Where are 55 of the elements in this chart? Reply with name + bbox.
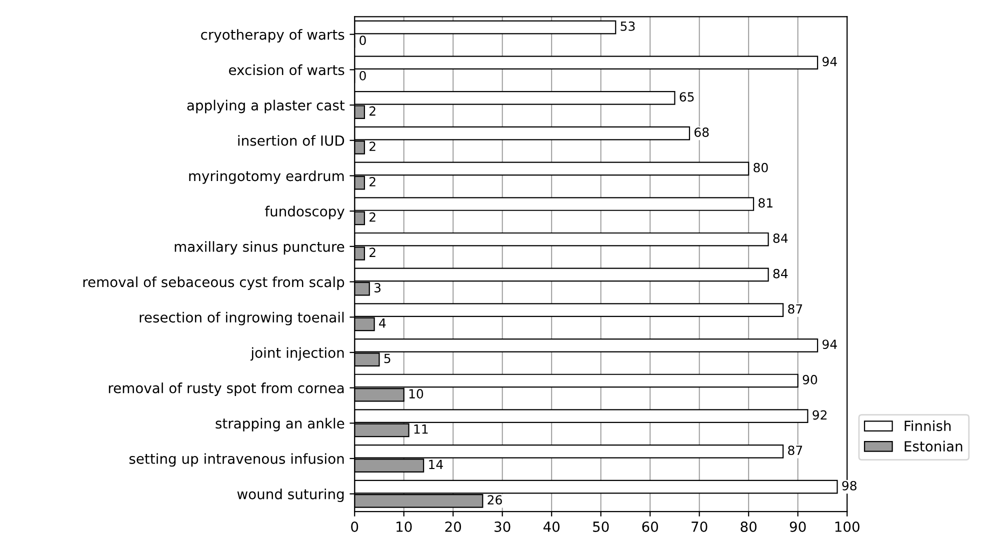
x-tick-label: 80 [740, 521, 757, 532]
y-tick-label: joint injection [250, 347, 344, 361]
data-label: 84 [773, 268, 788, 278]
x-tick-label: 20 [445, 521, 462, 532]
x-tick-label: 10 [396, 521, 412, 532]
data-label: 2 [370, 176, 376, 186]
data-label: 14 [429, 460, 443, 470]
data-label: 2 [370, 106, 376, 116]
data-label: 3 [374, 283, 380, 292]
y-tick-label: strapping an ankle [216, 418, 344, 432]
data-label: 68 [694, 127, 709, 137]
data-label: 2 [370, 248, 376, 257]
data-label: 53 [620, 21, 635, 31]
data-label: 2 [370, 212, 376, 222]
x-tick-label: 50 [593, 521, 609, 532]
x-tick-label: 0 [351, 521, 358, 532]
y-tick-label: resection of ingrowing toenail [140, 312, 344, 326]
data-label: 0 [360, 36, 366, 46]
y-tick-label: cryotherapy of warts [201, 29, 344, 43]
data-label: 84 [773, 234, 788, 243]
data-label: 87 [788, 304, 802, 314]
data-label: 98 [842, 480, 856, 490]
x-tick-label: 70 [692, 521, 708, 532]
x-tick-label: 100 [835, 521, 860, 532]
data-label: 10 [409, 389, 424, 399]
data-label: 94 [822, 340, 837, 350]
data-label: 0 [360, 70, 366, 80]
y-tick-label: wound suturing [237, 488, 344, 502]
data-label: 80 [754, 162, 768, 172]
y-tick-label: removal of rusty spot from cornea [108, 382, 344, 396]
data-label: 11 [414, 424, 428, 434]
y-tick-label: removal of sebaceous cyst from scalp [83, 276, 344, 290]
y-tick-label: fundoscopy [264, 206, 344, 220]
legend-label: Finnish [904, 420, 951, 432]
x-tick-label: 40 [543, 521, 560, 532]
legend-label: Estonian [904, 440, 962, 452]
y-tick-label: setting up intravenous infusion [129, 453, 344, 467]
data-label: 87 [788, 446, 802, 456]
data-label: 5 [384, 354, 390, 364]
y-tick-label: insertion of IUD [238, 135, 344, 146]
y-tick-label: maxillary sinus puncture [174, 241, 344, 255]
x-tick-label: 60 [642, 521, 658, 532]
data-label: 94 [822, 56, 837, 66]
data-label: 2 [370, 142, 376, 151]
data-label: 26 [488, 495, 502, 505]
y-tick-label: applying a plaster cast [187, 100, 345, 114]
y-tick-label: excision of warts [229, 64, 344, 76]
data-label: 4 [379, 318, 386, 328]
y-tick-label: myringotomy eardrum [189, 170, 344, 184]
data-label: 65 [680, 92, 694, 102]
data-label: 92 [812, 410, 827, 420]
data-label: 90 [802, 374, 818, 384]
x-tick-label: 90 [790, 521, 806, 532]
x-tick-label: 30 [494, 521, 510, 532]
data-label: 81 [758, 198, 772, 208]
